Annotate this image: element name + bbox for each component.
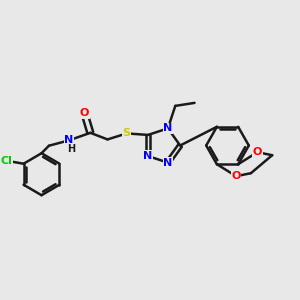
Text: O: O bbox=[80, 108, 89, 118]
Text: N: N bbox=[64, 135, 74, 145]
Text: Cl: Cl bbox=[1, 156, 12, 166]
Text: N: N bbox=[163, 158, 172, 168]
Text: O: O bbox=[231, 171, 241, 181]
Text: H: H bbox=[68, 144, 76, 154]
Text: N: N bbox=[163, 123, 172, 134]
Text: O: O bbox=[253, 147, 262, 157]
Text: N: N bbox=[143, 151, 153, 161]
Text: S: S bbox=[123, 128, 131, 138]
